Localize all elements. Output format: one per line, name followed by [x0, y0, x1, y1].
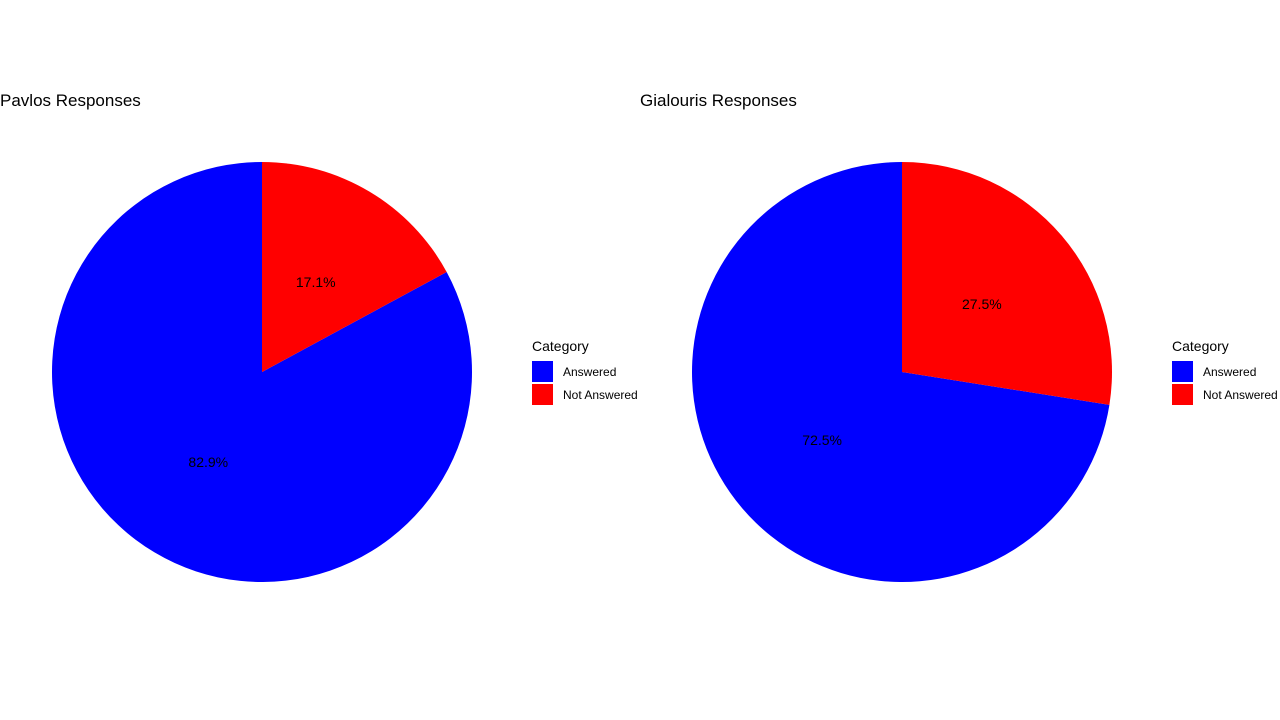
chart-panel-pavlos: Pavlos Responses 82.9% 17.1% Category Ans…: [0, 91, 638, 582]
legend-label: Answered: [1203, 364, 1257, 379]
pie-slice-answered: [692, 162, 1110, 583]
pie-slice-not-answered: [902, 162, 1112, 405]
chart-legend: Category Answered Not Answered: [532, 337, 638, 406]
slice-data-label: 72.5%: [802, 432, 842, 448]
chart-panel-gialouris: Gialouris Responses 72.5% 27.5% Category …: [640, 0, 1280, 720]
legend-item-not-answered: Not Answered: [532, 383, 638, 406]
legend-title: Category: [1172, 338, 1229, 354]
slice-data-label: 82.9%: [188, 454, 228, 470]
legend-item-answered: Answered: [532, 360, 638, 383]
legend-swatch-answered: [532, 361, 553, 382]
pie-slice-answered: [52, 162, 473, 582]
slice-data-label: 17.1%: [296, 274, 336, 290]
chart-title: Pavlos Responses: [0, 91, 141, 110]
legend-item-answered: Answered: [1172, 360, 1278, 383]
pie-slice-not-answered: [262, 162, 447, 372]
legend-label: Not Answered: [1203, 387, 1278, 402]
legend-label: Answered: [563, 364, 617, 379]
chart-title: Gialouris Responses: [640, 91, 797, 110]
legend-title: Category: [532, 338, 589, 354]
legend-label: Not Answered: [563, 387, 638, 402]
legend-swatch-not-answered: [1172, 384, 1193, 405]
legend-swatch-not-answered: [532, 384, 553, 405]
pie-chart: 82.9% 17.1%: [52, 162, 473, 582]
pie-chart: 72.5% 27.5%: [692, 162, 1112, 583]
slice-data-label: 27.5%: [962, 296, 1002, 312]
legend-swatch-answered: [1172, 361, 1193, 382]
legend-item-not-answered: Not Answered: [1172, 383, 1278, 406]
chart-legend: Category Answered Not Answered: [1172, 337, 1278, 406]
